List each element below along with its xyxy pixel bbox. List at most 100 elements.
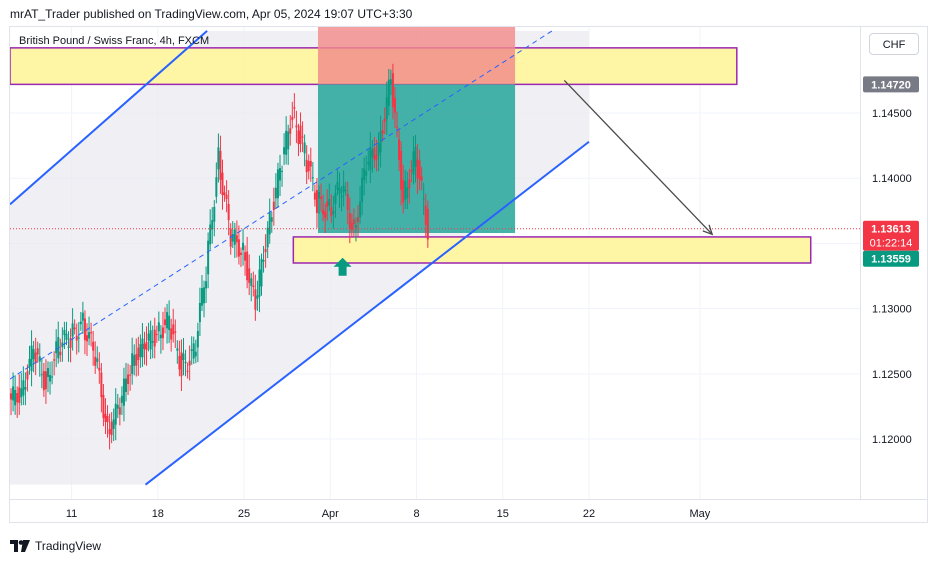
candle-body: [418, 160, 421, 180]
candle-body: [53, 359, 56, 361]
candle-body: [422, 198, 425, 200]
candle-body: [90, 332, 93, 334]
candle-body: [59, 351, 62, 356]
candle-body: [133, 355, 136, 366]
candle-body: [26, 371, 29, 380]
candle-body: [313, 192, 316, 200]
candle-body: [324, 211, 327, 219]
candle-body: [28, 358, 31, 367]
candle-body: [361, 177, 364, 202]
candle-body: [291, 116, 294, 121]
candle-body: [389, 79, 392, 85]
candle-body: [51, 376, 54, 378]
tradingview-logo-icon[interactable]: [10, 540, 30, 552]
candle-body: [410, 170, 413, 172]
candle-body: [219, 150, 222, 180]
candle-body: [320, 196, 323, 199]
candle-body: [96, 358, 99, 362]
candle-body: [414, 146, 417, 167]
candle-body: [151, 341, 154, 343]
candle-body: [274, 187, 277, 199]
candle-body: [406, 187, 409, 198]
candle-body: [328, 199, 331, 206]
candle-body: [307, 161, 310, 172]
candle-body: [317, 191, 320, 199]
candle-body: [200, 288, 203, 306]
candle-body: [118, 407, 121, 415]
candle-body: [252, 285, 255, 287]
candle-body: [73, 327, 76, 330]
candle-body: [336, 181, 339, 191]
candle-body: [272, 201, 275, 211]
candle-body: [38, 356, 41, 362]
candle-body: [309, 160, 312, 167]
candle-body: [239, 252, 242, 255]
candle-body: [244, 252, 247, 261]
candle-body: [396, 127, 399, 129]
candle-body: [94, 356, 97, 366]
candle-body: [235, 235, 238, 243]
candle-body: [215, 177, 218, 197]
price-chart[interactable]: 1.120001.125001.130001.135001.140001.145…: [10, 27, 927, 522]
channel-upper-line: [10, 30, 208, 206]
candle-body: [363, 168, 366, 181]
candle-body: [258, 269, 261, 297]
candle-body: [301, 136, 304, 138]
target-price-label: 1.14720: [871, 79, 911, 91]
candle-body: [264, 248, 267, 253]
take-profit-zone: [317, 84, 516, 234]
candle-body: [129, 374, 132, 376]
candle-body: [276, 169, 279, 199]
channel-lower-line: [144, 140, 590, 486]
candle-body: [196, 330, 199, 348]
candle-body: [139, 344, 142, 358]
x-tick-label: 15: [497, 508, 509, 520]
y-tick-label: 1.12000: [872, 434, 912, 446]
candle-body: [32, 349, 35, 360]
candle-body: [223, 192, 226, 196]
candle-body: [36, 348, 39, 355]
candle-body: [281, 170, 284, 172]
y-tick-label: 1.14500: [872, 108, 912, 120]
candle-body: [231, 234, 234, 242]
candle-body: [391, 73, 394, 108]
candle-body: [188, 360, 191, 366]
candle-body: [92, 341, 95, 351]
candle-body: [375, 155, 378, 160]
candle-body: [178, 355, 181, 370]
candle-body: [18, 387, 21, 403]
candle-body: [71, 323, 74, 337]
candle-body: [102, 394, 105, 419]
last-price-badge: [863, 220, 919, 251]
candle-body: [315, 190, 318, 214]
candle-body: [127, 374, 130, 384]
candle-body: [270, 217, 273, 222]
candle-body: [63, 329, 66, 336]
candle-body: [131, 353, 134, 374]
candle-body: [172, 324, 175, 335]
candle-body: [55, 341, 58, 354]
candle-body: [10, 393, 13, 400]
candle-body: [176, 348, 179, 351]
candle-body: [311, 177, 314, 179]
candle-body: [125, 378, 128, 392]
candle-body: [69, 337, 72, 348]
footer-brand[interactable]: TradingView: [35, 539, 102, 553]
candle-body: [412, 151, 415, 175]
candle-body: [350, 223, 353, 230]
candle-body: [112, 419, 115, 429]
candle-body: [12, 386, 15, 401]
candle-body: [237, 239, 240, 257]
candle-body: [190, 349, 193, 351]
candle-body: [83, 318, 86, 341]
candle-body: [106, 416, 109, 423]
candle-body: [42, 371, 45, 391]
candle-body: [116, 404, 119, 409]
currency-button[interactable]: CHF: [869, 33, 919, 55]
footer: TradingView: [10, 538, 101, 554]
candle-body: [79, 321, 82, 325]
chart-frame: 1.120001.125001.130001.135001.140001.145…: [9, 26, 928, 523]
candle-body: [30, 345, 33, 372]
candle-body: [122, 378, 125, 406]
bid-price-label: 1.13559: [871, 254, 911, 266]
